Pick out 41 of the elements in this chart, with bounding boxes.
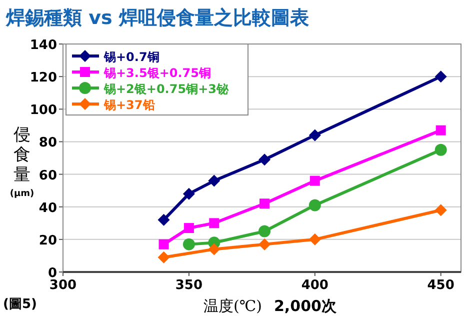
x-tick-label: 400 bbox=[301, 278, 328, 293]
x-tick-label: 300 bbox=[49, 278, 77, 293]
y-tick-label: 40 bbox=[38, 200, 57, 216]
text: 2,000次 bbox=[274, 297, 338, 315]
point bbox=[158, 239, 169, 250]
point bbox=[158, 251, 170, 264]
point bbox=[258, 154, 271, 166]
point bbox=[308, 233, 321, 246]
point bbox=[260, 198, 270, 209]
point bbox=[434, 70, 447, 83]
chart-title: 焊錫種類 vs 焊咀侵食量之比較圖表 bbox=[5, 7, 310, 29]
point bbox=[158, 214, 170, 226]
legend-label: 锡+37铅 bbox=[103, 98, 155, 112]
point bbox=[310, 176, 320, 186]
y-tick-label: 60 bbox=[38, 168, 57, 184]
point bbox=[258, 238, 271, 250]
point bbox=[308, 199, 321, 212]
point bbox=[436, 125, 446, 136]
text: (圖5) bbox=[3, 297, 37, 312]
legend-label: 锡+0.7铜 bbox=[103, 50, 160, 64]
x-tick-label: 350 bbox=[175, 278, 203, 293]
point bbox=[434, 144, 447, 156]
point bbox=[208, 243, 220, 256]
y-tick-label: 120 bbox=[30, 70, 57, 86]
point bbox=[258, 225, 271, 238]
y-tick-label: 20 bbox=[38, 233, 57, 248]
x-axis-title: 温度(℃) bbox=[204, 297, 262, 315]
point bbox=[434, 204, 447, 216]
point bbox=[209, 218, 220, 228]
point bbox=[184, 223, 194, 234]
point bbox=[182, 188, 195, 200]
y-tick-label: 80 bbox=[38, 136, 57, 151]
point bbox=[208, 174, 220, 187]
y-tick-label: 100 bbox=[30, 103, 57, 118]
point bbox=[182, 238, 195, 250]
y-axis-title: 侵食量(μm) bbox=[10, 125, 34, 199]
legend-label: 锡+2银+0.75铜+3铋 bbox=[103, 82, 230, 96]
x-tick-label: 450 bbox=[427, 278, 454, 293]
y-tick-label: 140 bbox=[30, 38, 57, 53]
legend-label: 锡+3.5银+0.75铜 bbox=[103, 66, 211, 80]
point bbox=[308, 129, 321, 142]
